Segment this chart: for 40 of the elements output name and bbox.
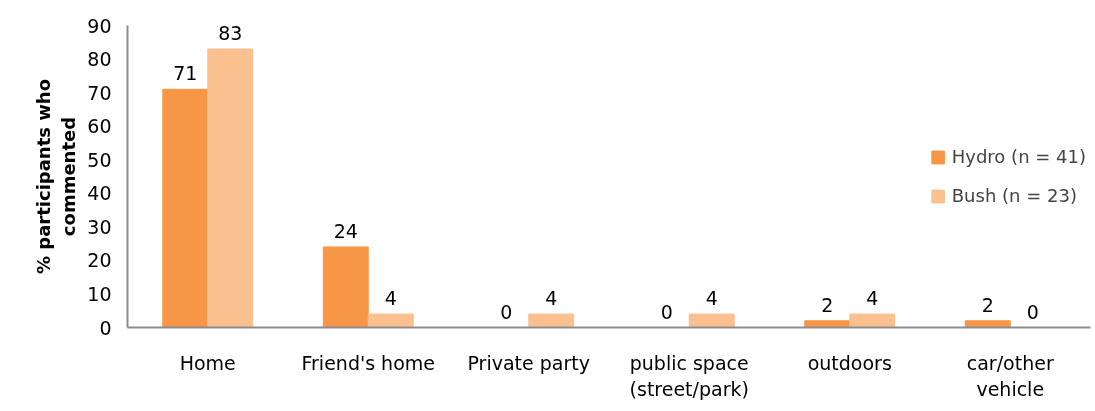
y-axis-title: % participants who commented [33,78,80,275]
legend-label: Bush (n = 23) [951,185,1077,206]
x-tick-label: public space (street/park) [629,351,749,400]
x-tick-label: Private party [467,351,591,374]
y-tick-label: 40 [87,182,112,205]
data-label: 4 [384,287,397,310]
data-label: 0 [500,300,513,323]
x-tick-label: car/other vehicle [966,351,1054,400]
data-label: 0 [1026,300,1039,323]
y-tick-label: 30 [87,215,112,238]
bar [367,313,414,328]
y-tick-label: 90 [87,14,112,37]
bar [688,313,735,328]
bar [528,313,575,328]
x-tick-label: Friend's home [301,351,435,374]
data-label: 2 [981,293,994,316]
data-label: 71 [173,62,198,85]
data-label: 4 [705,287,718,310]
y-tick-label: 50 [87,148,112,171]
bar [804,320,851,328]
bar [162,88,209,328]
x-tick-label: Home [179,351,236,374]
bar [207,48,254,328]
bar [322,246,369,328]
y-tick-label: 20 [87,249,112,272]
y-tick-label: 70 [87,81,112,104]
data-label: 83 [218,21,243,44]
y-tick-label: 80 [87,48,112,71]
y-tick-label: 0 [99,316,112,339]
legend-label: Hydro (n = 41) [951,146,1086,167]
data-label: 24 [333,219,358,242]
data-label: 0 [660,300,673,323]
bar [964,320,1011,328]
bar [849,313,896,328]
data-label: 4 [866,287,879,310]
data-label: 2 [821,293,834,316]
x-tick-label: outdoors [807,351,892,374]
y-tick-label: 60 [87,115,112,138]
data-label: 4 [545,287,558,310]
y-tick-label: 10 [87,282,112,305]
